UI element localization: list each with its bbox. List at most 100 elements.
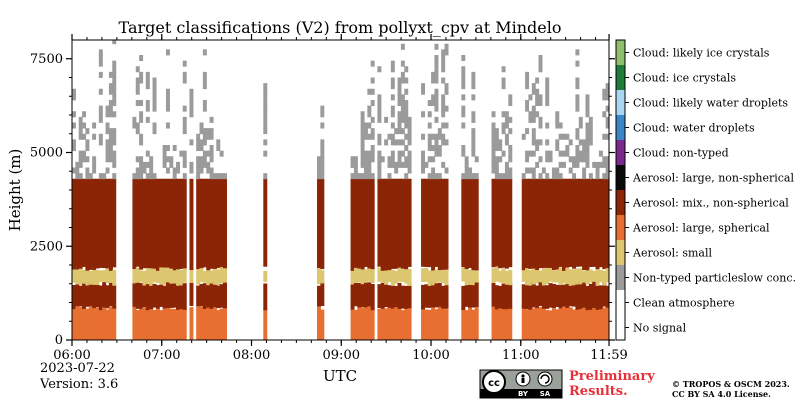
particle-cell [471, 145, 476, 152]
class-layer-cell [400, 310, 405, 340]
class-layer-cell [508, 269, 513, 286]
particle-cell [575, 94, 580, 101]
class-layer-cell [521, 305, 526, 340]
particle-cell [434, 100, 439, 107]
class-layer-cell [548, 178, 553, 268]
class-layer-cell [585, 178, 590, 271]
particle-cell [444, 122, 449, 129]
legend-entry: No signal [633, 322, 687, 335]
particle-cell [531, 128, 536, 135]
class-layer-cell [72, 285, 76, 310]
class-layer-cell [508, 178, 513, 268]
particle-cell [531, 116, 536, 123]
class-layer-cell [545, 266, 550, 284]
particle-cell [108, 111, 113, 118]
particle-cell [149, 173, 154, 180]
particle-cell [494, 161, 499, 168]
particle-cell [209, 128, 214, 135]
particle-cell [390, 133, 395, 140]
class-layer-cell [172, 308, 177, 340]
class-layer-cell [85, 282, 90, 307]
particle-cell [434, 77, 439, 84]
particle-cell [360, 122, 365, 129]
particle-cell [400, 150, 405, 157]
particle-cell [427, 122, 432, 129]
particle-cell [78, 133, 83, 140]
class-layer-cell [159, 284, 164, 307]
legend-entry: Cloud: ice crystals [633, 72, 736, 85]
class-layer-cell [562, 178, 566, 271]
particle-cell [400, 77, 405, 84]
class-layer-cell [384, 308, 389, 340]
class-layer-cell [424, 284, 429, 308]
class-layer-cell [598, 269, 603, 283]
particle-cell [444, 49, 449, 56]
particle-cell [575, 156, 580, 163]
particle-cell [172, 145, 177, 152]
class-layer-cell [461, 178, 466, 268]
class-layer-cell [145, 282, 150, 311]
particle-cell [441, 49, 446, 56]
particle-cell [575, 133, 580, 140]
x-tick-label: 06:00 [53, 348, 90, 363]
particle-cell [545, 156, 550, 163]
legend-entry: Aerosol: small [632, 247, 712, 260]
class-layer-cell [176, 178, 180, 270]
class-layer-cell [437, 269, 442, 282]
class-layer-cell [135, 282, 140, 309]
particle-cell [142, 161, 147, 168]
particle-cell [320, 161, 325, 168]
class-layer-cell [108, 178, 113, 271]
class-layer-cell [474, 307, 479, 340]
class-layer-cell [538, 178, 543, 269]
particle-cell [360, 111, 365, 118]
particle-cell [461, 145, 466, 152]
class-layer-cell [209, 281, 214, 309]
class-layer-cell [179, 178, 184, 270]
particle-cell [112, 66, 117, 73]
particle-cell [471, 173, 476, 180]
particle-cell [407, 122, 412, 129]
class-layer-cell [223, 282, 227, 309]
class-layer-cell [169, 282, 174, 308]
particle-cell [263, 128, 268, 135]
particle-cell [367, 111, 372, 118]
particle-cell [98, 105, 103, 112]
particle-cell [82, 122, 87, 129]
particle-cell [427, 133, 432, 140]
particle-cell [320, 150, 325, 157]
particle-cell [189, 167, 194, 174]
particle-cell [464, 167, 469, 174]
class-layer-cell [605, 266, 609, 283]
class-layer-cell [350, 270, 355, 285]
particle-cell [209, 173, 214, 180]
class-layer-cell [135, 310, 140, 340]
particle-cell [461, 55, 466, 62]
particle-cell [441, 94, 446, 101]
particle-cell [108, 100, 113, 107]
particle-cell [78, 173, 83, 180]
particle-cell [202, 49, 207, 56]
particle-cell [605, 94, 609, 101]
particle-cell [189, 111, 194, 118]
particle-cell [223, 173, 227, 180]
class-layer-cell [172, 268, 177, 284]
class-layer-cell [320, 270, 325, 284]
particle-cell [441, 122, 446, 129]
class-layer-cell [367, 267, 372, 282]
class-layer-cell [602, 270, 607, 286]
class-layer-cell [149, 306, 154, 340]
particle-cell [360, 161, 365, 168]
class-layer-cell [464, 285, 469, 307]
particle-cell [377, 150, 382, 157]
particle-cell [390, 105, 395, 112]
particle-cell [471, 128, 476, 135]
particle-cell [320, 105, 325, 112]
class-layer-cell [142, 307, 147, 340]
particle-cell [209, 167, 214, 174]
particle-cell [397, 128, 402, 135]
license-label: CC BY SA 4.0 License. [672, 389, 771, 399]
particle-cell [441, 100, 446, 107]
class-layer-cell [196, 268, 201, 285]
particle-cell [525, 156, 530, 163]
